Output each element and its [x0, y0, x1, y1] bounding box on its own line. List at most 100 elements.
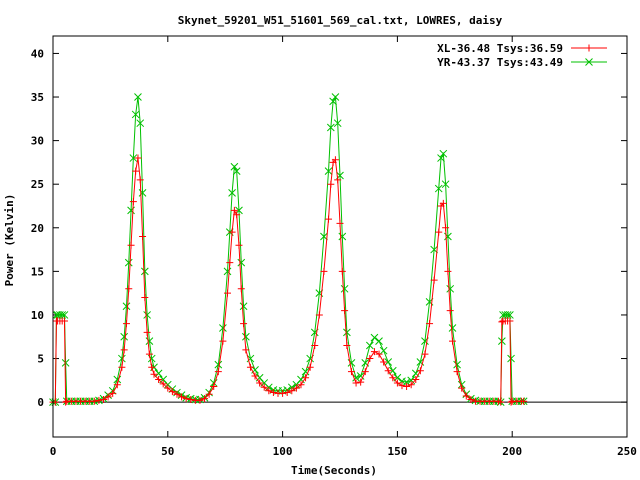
data-point — [235, 241, 243, 249]
data-point — [446, 307, 454, 315]
data-point — [260, 383, 268, 391]
y-tick-label: 35 — [31, 91, 44, 104]
data-point — [361, 368, 369, 376]
data-point — [434, 184, 443, 193]
data-point — [365, 341, 374, 350]
y-tick-label: 20 — [31, 222, 44, 235]
data-point — [334, 176, 342, 184]
data-point — [129, 198, 137, 206]
chart-title: Skynet_59201_W51_51601_569_cal.txt, LOWR… — [178, 14, 503, 27]
y-tick-label: 30 — [31, 135, 44, 148]
data-point — [150, 370, 158, 378]
x-axis-label: Time(Seconds) — [291, 464, 377, 477]
data-point — [421, 350, 429, 358]
data-point — [237, 258, 246, 267]
data-point — [507, 354, 515, 363]
data-point — [168, 388, 176, 396]
data-point — [118, 363, 126, 371]
data-point — [331, 156, 339, 164]
data-point — [226, 259, 234, 267]
data-point — [134, 154, 142, 162]
data-point — [506, 317, 514, 325]
data-point — [520, 397, 528, 405]
data-point — [109, 389, 117, 397]
data-point — [453, 368, 461, 376]
data-point — [441, 180, 450, 189]
data-point — [329, 97, 337, 106]
data-point — [388, 366, 397, 375]
data-point — [141, 294, 149, 302]
y-tick-label: 0 — [37, 396, 44, 409]
data-point — [214, 368, 222, 376]
data-point — [439, 199, 447, 207]
data-point — [320, 267, 328, 275]
y-tick-label: 40 — [31, 47, 44, 60]
data-point — [442, 224, 450, 232]
data-point — [58, 311, 67, 319]
data-point — [338, 267, 346, 275]
data-point — [120, 332, 129, 341]
data-point — [384, 358, 393, 366]
data-point — [279, 389, 287, 397]
data-point — [444, 267, 452, 275]
data-point — [136, 176, 144, 184]
data-point — [178, 393, 186, 401]
data-point — [352, 373, 360, 382]
data-point — [435, 228, 443, 236]
x-tick-label: 100 — [273, 445, 293, 458]
data-point — [301, 367, 310, 376]
data-point — [375, 350, 383, 358]
data-point — [134, 93, 142, 101]
data-point — [327, 180, 335, 188]
y-tick-label: 15 — [31, 265, 44, 278]
data-point — [462, 392, 470, 400]
data-point — [311, 341, 319, 349]
data-point — [154, 369, 163, 378]
x-tick-label: 200 — [502, 445, 522, 458]
data-point — [164, 384, 172, 392]
data-point — [60, 317, 68, 325]
data-point — [453, 360, 461, 369]
data-point — [356, 372, 365, 380]
data-point — [143, 311, 151, 319]
series-layer — [49, 93, 528, 406]
data-point — [412, 375, 420, 383]
data-point — [145, 350, 153, 358]
data-point — [585, 44, 593, 52]
data-point — [118, 354, 126, 363]
data-point — [61, 359, 70, 367]
data-point — [201, 395, 209, 403]
data-point — [398, 377, 406, 386]
data-point — [251, 372, 259, 380]
data-point — [182, 395, 190, 403]
data-point — [246, 363, 254, 371]
data-point — [506, 311, 514, 319]
data-point — [52, 311, 61, 319]
x-axis-ticks: 0 50 100 150 200 250 — [50, 36, 637, 458]
data-point — [325, 215, 333, 223]
data-point — [237, 285, 245, 293]
data-point — [125, 285, 133, 293]
data-point — [426, 320, 434, 328]
data-point — [389, 374, 397, 382]
data-point — [62, 398, 70, 406]
y-tick-label: 10 — [31, 309, 44, 322]
data-point — [384, 367, 392, 375]
data-point — [439, 149, 448, 158]
data-point — [448, 324, 457, 332]
data-point — [95, 396, 103, 404]
x-tick-label: 150 — [387, 445, 407, 458]
data-point — [228, 189, 236, 197]
data-point — [333, 119, 342, 128]
data-point — [205, 390, 213, 398]
data-point — [127, 241, 135, 249]
data-point — [347, 368, 355, 376]
data-point — [437, 154, 445, 162]
data-point — [100, 396, 108, 404]
data-point — [136, 119, 145, 128]
data-point — [341, 307, 349, 315]
data-point — [124, 258, 133, 267]
data-point — [214, 360, 223, 369]
data-point — [357, 378, 365, 386]
